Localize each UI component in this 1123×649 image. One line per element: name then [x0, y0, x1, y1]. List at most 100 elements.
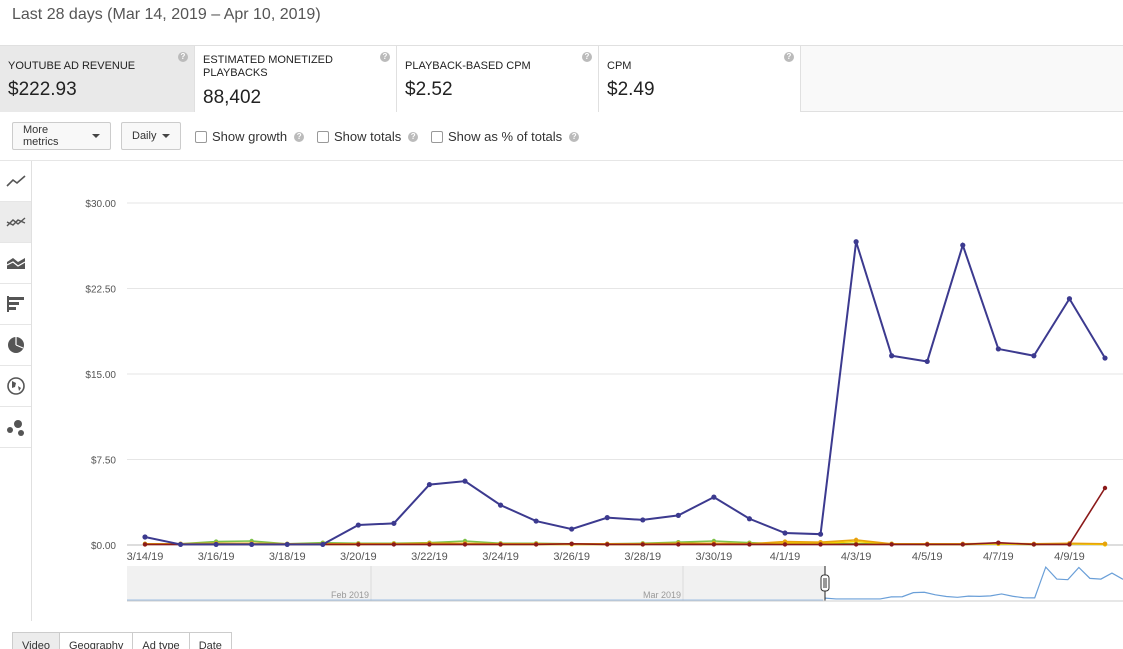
tab-date[interactable]: Date: [189, 632, 232, 649]
data-point[interactable]: [177, 541, 184, 548]
data-point[interactable]: [1102, 355, 1108, 361]
more-metrics-button[interactable]: More metrics: [12, 122, 111, 150]
data-point[interactable]: [569, 526, 575, 532]
data-point[interactable]: [711, 494, 717, 500]
data-point[interactable]: [497, 502, 504, 508]
data-point[interactable]: [498, 542, 503, 547]
data-point[interactable]: [817, 531, 824, 537]
data-point[interactable]: [1102, 541, 1108, 547]
show-percent-checkbox[interactable]: Show as % of totals ?: [431, 129, 580, 144]
navigator-handle[interactable]: [820, 574, 830, 592]
tab-video[interactable]: Video: [12, 632, 60, 649]
data-point[interactable]: [640, 517, 646, 523]
line-chart-button[interactable]: [0, 161, 31, 202]
x-tick-label: 4/7/19: [983, 551, 1014, 563]
data-point[interactable]: [711, 542, 717, 547]
data-point[interactable]: [640, 542, 645, 547]
help-icon[interactable]: ?: [178, 52, 188, 62]
help-icon[interactable]: ?: [408, 131, 419, 142]
data-point[interactable]: [533, 542, 539, 547]
series-2[interactable]: [142, 485, 1108, 547]
data-point[interactable]: [782, 530, 788, 536]
checkbox-icon[interactable]: [195, 130, 207, 143]
x-tick-label: 3/30/19: [696, 551, 733, 563]
stacked-area-button[interactable]: [0, 243, 31, 284]
data-point[interactable]: [675, 512, 681, 518]
data-point[interactable]: [1031, 542, 1037, 547]
data-point[interactable]: [1067, 542, 1072, 547]
series-1[interactable]: [142, 239, 1108, 548]
checkbox-icon[interactable]: [317, 130, 329, 143]
metric-card-cpm[interactable]: CPM $2.49 ?: [599, 46, 801, 112]
help-icon[interactable]: ?: [294, 131, 305, 142]
data-point[interactable]: [782, 542, 788, 547]
data-point[interactable]: [320, 541, 326, 548]
help-icon[interactable]: ?: [569, 131, 580, 142]
data-point[interactable]: [426, 481, 433, 488]
y-axis: $0.00 $7.50 $15.00 $22.50 $30.00: [85, 199, 116, 552]
data-point[interactable]: [462, 478, 468, 484]
data-point[interactable]: [996, 540, 1001, 545]
data-point[interactable]: [213, 541, 219, 548]
multi-line-chart-button[interactable]: [0, 202, 31, 243]
pie-chart-button[interactable]: [0, 325, 31, 366]
data-point[interactable]: [853, 239, 859, 245]
data-point[interactable]: [925, 542, 930, 547]
data-point[interactable]: [569, 541, 574, 547]
data-point[interactable]: [1066, 296, 1073, 302]
x-tick-label: 3/16/19: [198, 551, 235, 563]
data-point[interactable]: [391, 520, 397, 526]
data-point[interactable]: [391, 542, 397, 547]
show-growth-checkbox[interactable]: Show growth ?: [195, 129, 305, 144]
metric-value: $2.52: [405, 79, 453, 100]
metric-card-monetized-playbacks[interactable]: ESTIMATED MONETIZED PLAYBACKS 88,402 ?: [195, 46, 397, 112]
revenue-line-chart[interactable]: $0.00 $7.50 $15.00 $22.50 $30.00 3/14/19 3/16…: [32, 161, 1123, 621]
y-tick-label: $7.50: [91, 456, 116, 467]
navigator-selection[interactable]: [825, 566, 1123, 601]
data-point[interactable]: [818, 542, 823, 547]
help-icon[interactable]: ?: [582, 52, 592, 62]
data-point[interactable]: [924, 358, 930, 365]
data-point[interactable]: [604, 515, 610, 521]
data-point[interactable]: [355, 522, 361, 528]
bar-chart-icon: [6, 296, 24, 312]
data-point[interactable]: [605, 542, 610, 547]
data-point[interactable]: [747, 542, 752, 547]
data-point[interactable]: [462, 542, 468, 547]
tab-geography[interactable]: Geography: [59, 632, 134, 649]
x-axis: 3/14/19 3/16/19 3/18/19 3/20/19 3/22/19 3/24/…: [127, 551, 1085, 563]
tab-ad-type[interactable]: Ad type: [133, 632, 190, 649]
date-range-title[interactable]: Last 28 days (Mar 14, 2019 – Apr 10, 201…: [12, 6, 321, 23]
help-icon[interactable]: ?: [784, 52, 794, 62]
globe-map-button[interactable]: [0, 366, 31, 407]
data-point[interactable]: [249, 541, 255, 548]
bar-chart-button[interactable]: [0, 284, 31, 325]
show-totals-checkbox[interactable]: Show totals ?: [317, 129, 419, 144]
interval-label: Daily: [132, 130, 157, 142]
interval-dropdown[interactable]: Daily: [121, 122, 181, 150]
help-icon[interactable]: ?: [380, 52, 390, 62]
data-point[interactable]: [142, 542, 148, 547]
metric-card-ad-revenue[interactable]: YOUTUBE AD REVENUE $222.93 ?: [0, 46, 195, 112]
data-point[interactable]: [676, 542, 681, 547]
data-point[interactable]: [1031, 353, 1037, 359]
data-point[interactable]: [960, 542, 965, 547]
data-point[interactable]: [284, 541, 290, 548]
data-point[interactable]: [889, 542, 894, 547]
data-point[interactable]: [995, 346, 1001, 352]
data-point[interactable]: [889, 353, 895, 359]
data-point[interactable]: [533, 518, 539, 524]
checkbox-icon[interactable]: [431, 130, 443, 143]
metric-card-playback-cpm[interactable]: PLAYBACK-BASED CPM $2.52 ?: [397, 46, 599, 112]
x-tick-label: 4/5/19: [912, 551, 943, 563]
data-point[interactable]: [142, 534, 148, 540]
data-point[interactable]: [746, 516, 753, 522]
data-point[interactable]: [853, 542, 859, 547]
data-point[interactable]: [356, 542, 361, 547]
data-point[interactable]: [427, 542, 432, 547]
data-point[interactable]: [1102, 485, 1108, 491]
bubble-chart-button[interactable]: [0, 407, 31, 448]
data-point[interactable]: [853, 537, 859, 543]
data-point[interactable]: [960, 242, 966, 248]
